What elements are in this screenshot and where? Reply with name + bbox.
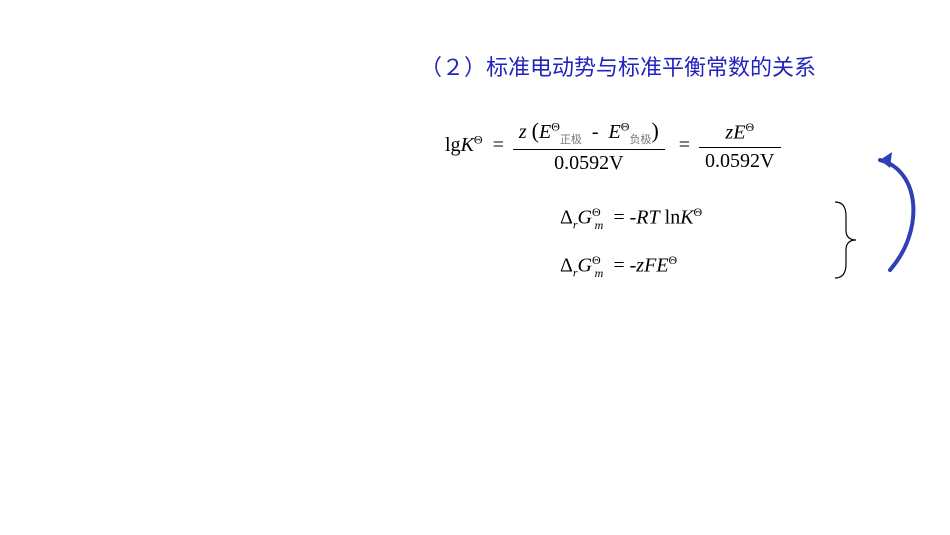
E-cathode: E: [539, 121, 551, 143]
theta-sup-6: Θ: [694, 205, 703, 219]
theta-sup-7: Θ: [592, 253, 601, 267]
sub-cathode: 正极: [560, 134, 582, 146]
equals-4: =: [613, 255, 624, 277]
sub-m-1: m: [595, 218, 604, 232]
lg-text: lg: [445, 134, 461, 156]
equals-3: =: [613, 207, 624, 229]
equation-gibbs-2: ΔrGΘm = -zFEΘ: [560, 253, 677, 281]
curved-arrow-icon: [870, 140, 930, 280]
close-paren: ): [651, 118, 658, 143]
equals-1: =: [493, 134, 504, 156]
G-1: G: [578, 207, 592, 229]
section-heading: （２）标准电动势与标准平衡常数的关系: [420, 50, 816, 82]
theta-sup-5: Θ: [592, 205, 601, 219]
F: F: [644, 255, 656, 277]
G-2: G: [578, 255, 592, 277]
equals-2: =: [679, 134, 690, 156]
E-std: E: [733, 122, 745, 144]
denom-2: 0.0592V: [699, 148, 780, 173]
num-z-1: z: [519, 121, 527, 143]
minus-1: -: [592, 121, 599, 143]
sub-m-2: m: [595, 266, 604, 280]
fraction-2: zEΘ 0.0592V: [699, 120, 780, 173]
ln-text: ln: [665, 207, 681, 229]
theta-sup-1: Θ: [474, 133, 483, 147]
equation-main: lgKΘ = z (EΘ正极 - EΘ负极) 0.0592V = zEΘ 0.0…: [445, 118, 785, 175]
open-paren: (: [532, 118, 539, 143]
E-anode: E: [609, 121, 621, 143]
E-2: E: [656, 255, 668, 277]
fraction-1: z (EΘ正极 - EΘ负极) 0.0592V: [513, 118, 665, 175]
brace-icon: [830, 200, 860, 280]
var-K: K: [461, 134, 474, 156]
theta-sup-3: Θ: [621, 119, 630, 133]
theta-sup-4: Θ: [745, 120, 754, 134]
equation-gibbs-1: ΔrGΘm = -RT lnKΘ: [560, 205, 702, 233]
delta-1: Δ: [560, 207, 573, 229]
RT: RT: [636, 207, 659, 229]
denom-1: 0.0592V: [513, 150, 665, 175]
delta-2: Δ: [560, 255, 573, 277]
theta-sup-2: Θ: [551, 119, 560, 133]
z-2: z: [636, 255, 644, 277]
theta-sup-8: Θ: [669, 253, 678, 267]
K-2: K: [680, 207, 693, 229]
sub-anode: 负极: [629, 134, 651, 146]
